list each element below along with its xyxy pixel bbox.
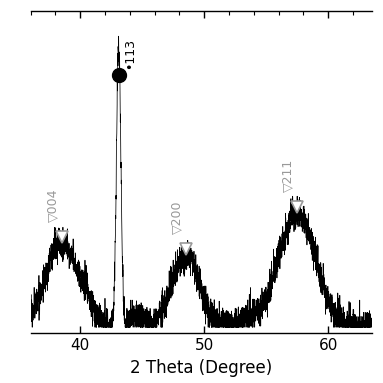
Text: ▽211: ▽211 <box>282 159 295 192</box>
Text: ▽004: ▽004 <box>47 188 60 222</box>
X-axis label: 2 Theta (Degree): 2 Theta (Degree) <box>130 358 272 376</box>
Text: ▽200: ▽200 <box>171 200 184 234</box>
Text: •113: •113 <box>124 38 137 69</box>
